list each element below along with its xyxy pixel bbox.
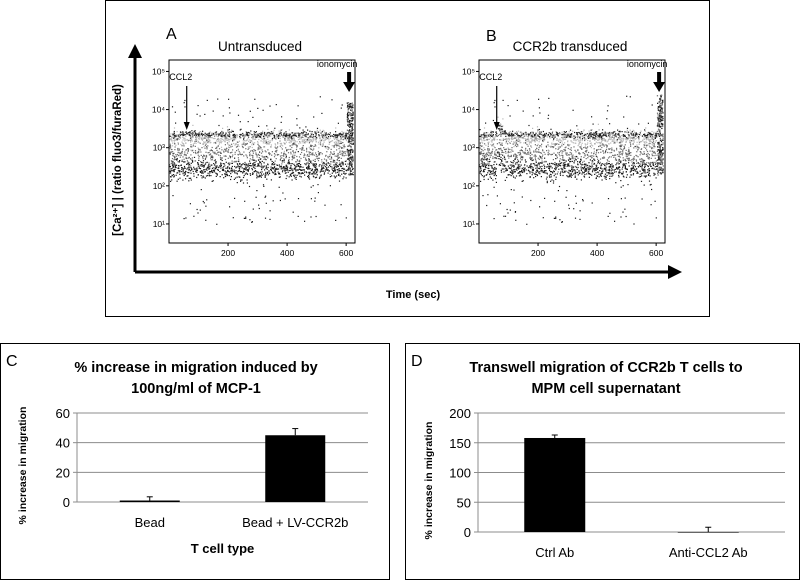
- x-tick-label: 200: [221, 248, 235, 258]
- arrow-ionomycin: [347, 72, 352, 84]
- y-tick-label: 200: [449, 406, 471, 421]
- bar: [265, 435, 326, 502]
- y-tick-label: 0: [464, 525, 471, 540]
- annotation-ccl2: CCL2: [479, 72, 502, 82]
- x-tick-label: Anti-CCL2 Ab: [669, 545, 748, 560]
- y-tick-label: 10³: [153, 143, 165, 153]
- x-tick-label: Bead + LV-CCR2b: [242, 515, 348, 530]
- arrow-ionomycin: [657, 72, 662, 84]
- bar: [119, 500, 180, 502]
- y-tick-label: 10⁴: [152, 105, 165, 115]
- plot-frame: [478, 59, 666, 244]
- chart-title-line: Transwell migration of CCR2b T cells to: [469, 360, 742, 376]
- x-tick-label: 600: [649, 248, 663, 258]
- panel-label-a: A: [166, 26, 177, 43]
- bar: [677, 532, 739, 533]
- annotation-ionomycin: ionomycin: [317, 59, 358, 69]
- x-axis-label: T cell type: [191, 541, 255, 556]
- chart-title-line: MPM cell supernatant: [531, 381, 680, 397]
- y-tick-label: 10⁵: [152, 66, 165, 76]
- y-tick-label: 10⁵: [462, 66, 475, 76]
- data-points: [479, 94, 664, 225]
- y-tick-label: 100: [449, 466, 471, 481]
- chart-b-title: CCR2b transduced: [513, 39, 628, 54]
- arrowhead-ccl2: [493, 122, 500, 130]
- arrowhead-ionomycin: [653, 82, 666, 92]
- panel-label-d: D: [411, 353, 423, 370]
- annotation-ccl2: CCL2: [169, 72, 192, 82]
- arrowhead-ccl2: [183, 122, 190, 130]
- y-tick-label: 0: [63, 495, 70, 510]
- shared-axes: [128, 44, 682, 279]
- y-axis-label: % increase in migration: [17, 407, 29, 525]
- y-tick-label: 60: [56, 406, 70, 421]
- y-tick-label: 10¹: [463, 219, 475, 229]
- chart-title-line: % increase in migration induced by: [74, 360, 317, 376]
- chart-ab-xlabel: Time (sec): [386, 289, 441, 301]
- x-tick-label: Ctrl Ab: [535, 545, 574, 560]
- scatter-plot-a: 10¹ 10² 10³ 10⁴ 10⁵ 200 400 600 CCL2 ionomycin: [152, 59, 357, 258]
- y-tick-label: 10⁴: [462, 105, 475, 115]
- chart-ab-ylabel: [Ca²⁺] | (ratio fluo3/furaRed): [112, 84, 124, 236]
- x-tick-label: Bead: [135, 515, 165, 530]
- scatter-plot-b: 10¹ 10² 10³ 10⁴ 10⁵ 200 400 600 CCL2 ionomycin: [462, 59, 667, 258]
- bar-chart-d: Transwell migration of CCR2b T cells to M…: [423, 360, 785, 560]
- x-tick-label: 600: [339, 248, 353, 258]
- bar-chart-c: % increase in migration induced by 100ng/…: [17, 360, 368, 556]
- y-tick-label: 150: [449, 436, 471, 451]
- x-tick-label: 400: [590, 248, 604, 258]
- x-tick-label: 200: [531, 248, 545, 258]
- x-tick-label: 400: [280, 248, 294, 258]
- y-tick-label: 10²: [463, 181, 475, 191]
- panel-label-b: B: [486, 28, 497, 45]
- chart-a-title: Untransduced: [218, 39, 302, 54]
- chart-title-line: 100ng/ml of MCP-1: [131, 381, 261, 397]
- arrowhead-ionomycin: [343, 82, 356, 92]
- data-points: [169, 96, 354, 225]
- bar: [524, 437, 586, 532]
- y-tick-label: 20: [56, 465, 70, 480]
- panel-label-c: C: [6, 353, 18, 370]
- annotation-ionomycin: ionomycin: [627, 59, 668, 69]
- y-tick-label: 10¹: [153, 219, 165, 229]
- y-axis-label: % increase in migration: [423, 422, 435, 540]
- y-tick-label: 50: [457, 495, 471, 510]
- y-tick-label: 10²: [153, 181, 165, 191]
- y-tick-label: 40: [56, 436, 70, 451]
- y-tick-label: 10³: [463, 143, 475, 153]
- panel-ab-frame: [105, 0, 710, 317]
